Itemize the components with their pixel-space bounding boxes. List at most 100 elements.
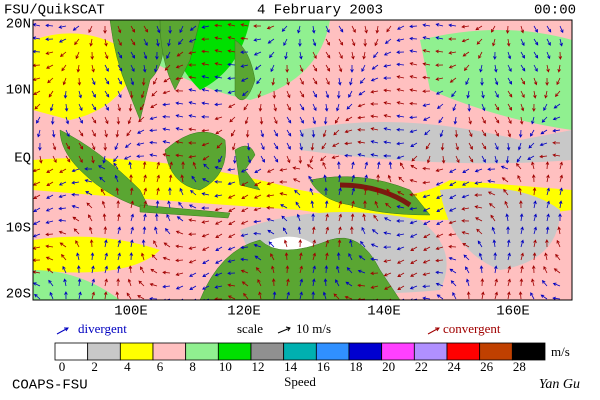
wind-arrow bbox=[370, 153, 379, 157]
wind-arrow bbox=[201, 220, 210, 224]
wind-arrow bbox=[270, 253, 275, 261]
wind-arrow bbox=[229, 116, 236, 123]
wind-arrow bbox=[33, 181, 41, 186]
scale-label: scale bbox=[237, 321, 263, 336]
wind-arrow bbox=[558, 51, 563, 60]
header-left: FSU/QuikSCAT bbox=[4, 3, 105, 19]
wind-arrow bbox=[214, 272, 223, 277]
speed-region bbox=[33, 33, 140, 121]
wind-arrow bbox=[479, 64, 483, 73]
wind-arrow bbox=[155, 200, 160, 209]
wind-arrow bbox=[312, 51, 317, 59]
wind-arrow bbox=[423, 220, 431, 225]
wind-arrow bbox=[299, 129, 304, 138]
wind-arrow bbox=[104, 129, 108, 138]
wind-arrow bbox=[214, 23, 223, 28]
wind-arrow bbox=[338, 200, 342, 209]
lon-label: 100E bbox=[114, 304, 148, 320]
wind-arrow bbox=[188, 155, 197, 159]
wind-arrow bbox=[384, 38, 392, 44]
wind-arrow bbox=[374, 38, 379, 47]
wind-arrow bbox=[312, 90, 317, 98]
wind-arrow bbox=[246, 142, 251, 151]
wind-arrow bbox=[409, 129, 418, 134]
wind-arrow bbox=[448, 64, 457, 69]
wind-arrow bbox=[126, 129, 132, 137]
wind-arrow bbox=[500, 165, 509, 170]
wind-arrow bbox=[553, 268, 561, 274]
wind-arrow bbox=[375, 187, 380, 196]
wind-arrow bbox=[102, 213, 107, 222]
wind-arrow bbox=[227, 76, 236, 81]
wind-arrow bbox=[46, 194, 54, 199]
wind-arrow bbox=[337, 161, 341, 170]
colorbar-tick-label: 10 bbox=[219, 359, 232, 374]
colorbar-tick-label: 6 bbox=[157, 359, 164, 374]
wind-arrow bbox=[311, 226, 316, 235]
wind-arrow bbox=[477, 240, 483, 248]
wind-arrow bbox=[308, 175, 314, 183]
wind-arrow bbox=[299, 291, 303, 300]
wind-arrow bbox=[554, 90, 561, 98]
wind-arrow bbox=[322, 129, 327, 138]
wind-arrow bbox=[493, 51, 497, 60]
wind-arrow bbox=[284, 51, 288, 60]
wind-arrow bbox=[255, 267, 262, 274]
wind-arrow bbox=[422, 75, 431, 80]
wind-arrow bbox=[474, 181, 483, 185]
wind-arrow bbox=[383, 114, 392, 118]
wind-arrow bbox=[230, 129, 236, 137]
wind-arrow bbox=[117, 226, 121, 235]
wind-arrow bbox=[364, 174, 368, 183]
wind-arrow bbox=[324, 187, 328, 196]
wind-arrow bbox=[270, 64, 275, 73]
wind-arrow bbox=[422, 36, 431, 40]
wind-arrow bbox=[481, 155, 486, 163]
wind-arrow bbox=[188, 204, 197, 209]
wind-arrow bbox=[163, 77, 171, 83]
wind-arrow bbox=[450, 280, 457, 287]
wind-arrow bbox=[286, 103, 291, 111]
wind-arrow bbox=[396, 205, 405, 209]
wind-arrow bbox=[325, 64, 331, 72]
wind-arrow bbox=[166, 213, 171, 222]
wind-arrow bbox=[175, 230, 184, 235]
colorbar-tick-label: 8 bbox=[189, 359, 196, 374]
wind-arrow bbox=[45, 244, 54, 249]
wind-arrow bbox=[350, 226, 354, 235]
wind-arrow bbox=[253, 24, 262, 28]
wind-arrow bbox=[189, 25, 197, 31]
wind-arrow bbox=[162, 114, 171, 119]
wind-arrow bbox=[462, 181, 470, 186]
wind-arrow bbox=[39, 155, 43, 164]
wind-arrow bbox=[409, 220, 418, 225]
wind-arrow bbox=[324, 200, 329, 209]
wind-arrow bbox=[540, 129, 548, 135]
wind-arrow bbox=[297, 226, 302, 235]
wind-arrow bbox=[325, 90, 330, 99]
wind-arrow bbox=[203, 163, 210, 170]
wind-arrow bbox=[78, 291, 82, 300]
wind-arrow bbox=[312, 64, 318, 72]
wind-arrow bbox=[168, 187, 172, 196]
wind-arrow bbox=[167, 38, 171, 47]
wind-arrow bbox=[448, 23, 457, 28]
wind-arrow bbox=[481, 103, 486, 112]
wind-arrow bbox=[487, 191, 496, 196]
colorbar-box bbox=[511, 342, 546, 361]
wind-arrow bbox=[91, 64, 95, 73]
wind-arrow bbox=[130, 25, 136, 33]
wind-arrow bbox=[556, 77, 561, 86]
wind-arrow bbox=[190, 189, 197, 196]
wind-arrow bbox=[545, 226, 550, 235]
wind-arrow bbox=[358, 255, 366, 261]
wind-arrow bbox=[215, 246, 223, 252]
wind-arrow bbox=[102, 155, 106, 164]
wind-arrow bbox=[461, 38, 470, 43]
wind-arrow bbox=[260, 155, 265, 163]
wind-arrow bbox=[65, 129, 70, 138]
lat-label: 20N bbox=[6, 17, 31, 33]
wind-arrow bbox=[164, 228, 171, 235]
wind-arrow bbox=[90, 252, 95, 261]
wind-arrow bbox=[240, 168, 249, 173]
